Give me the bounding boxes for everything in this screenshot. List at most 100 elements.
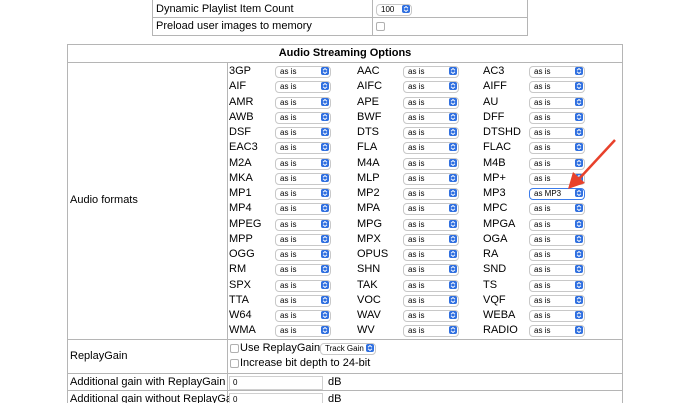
- table-border: [67, 44, 623, 45]
- table-border: [152, 17, 528, 18]
- format-name: MKA: [229, 171, 253, 184]
- select-box[interactable]: as is: [275, 142, 331, 155]
- format-name: EAC3: [229, 141, 258, 154]
- chevron-icon: [450, 235, 456, 242]
- select-box[interactable]: as is: [275, 188, 331, 200]
- select-box[interactable]: as is: [529, 66, 585, 78]
- select-chevron: [449, 326, 457, 335]
- select-box[interactable]: as is: [403, 188, 459, 200]
- select-box[interactable]: as is: [403, 66, 459, 78]
- select-box[interactable]: as is: [403, 127, 459, 139]
- select-box[interactable]: as is: [403, 325, 459, 338]
- select-box[interactable]: as is: [403, 172, 459, 185]
- chevron-icon: [450, 83, 456, 90]
- select-box[interactable]: as is: [403, 142, 459, 155]
- select-box[interactable]: as is: [529, 264, 585, 277]
- chevron-icon: [450, 296, 456, 303]
- chevron-icon: [322, 220, 328, 227]
- select-box[interactable]: as is: [275, 96, 331, 109]
- select-box[interactable]: as is: [275, 172, 331, 185]
- select-chevron: [321, 295, 329, 304]
- select-chevron: [449, 295, 457, 304]
- select-box[interactable]: as is: [275, 249, 331, 261]
- select-box[interactable]: Track Gain: [320, 343, 376, 355]
- select-box[interactable]: as is: [403, 157, 459, 170]
- select-box[interactable]: as is: [403, 249, 459, 261]
- select-box[interactable]: as is: [403, 96, 459, 109]
- select-box[interactable]: as is: [275, 157, 331, 170]
- setting-label: Preload user images to memory: [156, 20, 312, 32]
- select-box[interactable]: as is: [529, 279, 585, 292]
- select-box[interactable]: as is: [529, 142, 585, 155]
- chevron-icon: [576, 144, 582, 151]
- checkbox[interactable]: [230, 344, 239, 353]
- select-box[interactable]: as is: [403, 310, 459, 322]
- format-name: TAK: [357, 278, 378, 291]
- select-box[interactable]: as is: [275, 264, 331, 277]
- format-name: MP3: [483, 187, 506, 199]
- format-name: DTSHD: [483, 126, 521, 138]
- text-input[interactable]: 0: [229, 376, 323, 390]
- select-box[interactable]: as is: [403, 111, 459, 124]
- chevron-icon: [322, 205, 328, 212]
- select-box[interactable]: as MP3: [529, 188, 585, 200]
- select-box[interactable]: as is: [529, 96, 585, 109]
- select-box[interactable]: as is: [529, 111, 585, 124]
- table-border: [67, 390, 623, 391]
- select-box[interactable]: as is: [403, 264, 459, 277]
- select-chevron: [449, 158, 457, 167]
- checkbox[interactable]: [376, 22, 385, 31]
- format-name: DFF: [483, 110, 505, 123]
- select-box[interactable]: as is: [403, 81, 459, 94]
- select-box[interactable]: as is: [275, 111, 331, 124]
- chevron-icon: [322, 113, 328, 120]
- select-chevron: [575, 158, 583, 167]
- format-name: MPEG: [229, 217, 262, 230]
- select-box[interactable]: as is: [403, 279, 459, 292]
- select-box[interactable]: as is: [529, 310, 585, 322]
- format-name: VQF: [483, 293, 506, 306]
- select-box[interactable]: as is: [529, 325, 585, 338]
- select-box[interactable]: as is: [529, 127, 585, 139]
- select-chevron: [449, 82, 457, 91]
- chevron-icon: [450, 311, 456, 319]
- select-box[interactable]: as is: [529, 233, 585, 246]
- select-box[interactable]: as is: [275, 218, 331, 231]
- unit-label: dB: [328, 393, 342, 403]
- chevron-icon: [450, 189, 456, 197]
- text-input[interactable]: 0: [229, 393, 323, 403]
- select-box[interactable]: as is: [275, 294, 331, 307]
- checkbox[interactable]: [230, 359, 239, 368]
- select-box[interactable]: as is: [403, 233, 459, 246]
- select-box[interactable]: as is: [529, 294, 585, 307]
- select-box[interactable]: as is: [529, 157, 585, 170]
- select-box[interactable]: as is: [275, 233, 331, 246]
- chevron-icon: [322, 67, 328, 75]
- select-box[interactable]: as is: [275, 81, 331, 94]
- chevron-icon: [576, 83, 582, 90]
- format-name: AU: [483, 95, 499, 108]
- select-box[interactable]: as is: [403, 203, 459, 216]
- table-border: [67, 62, 623, 63]
- select-box[interactable]: as is: [529, 249, 585, 261]
- chevron-icon: [450, 327, 456, 334]
- select-box[interactable]: as is: [275, 127, 331, 139]
- table-border: [527, 0, 528, 36]
- select-box[interactable]: as is: [275, 325, 331, 338]
- select-box[interactable]: as is: [275, 279, 331, 292]
- chevron-icon: [322, 266, 328, 273]
- select-box[interactable]: 100: [376, 4, 412, 16]
- select-box[interactable]: as is: [275, 66, 331, 78]
- row-label: Additional gain with ReplayGain: [70, 376, 226, 388]
- select-chevron: [449, 204, 457, 213]
- select-box[interactable]: as is: [275, 310, 331, 322]
- select-box[interactable]: as is: [275, 203, 331, 216]
- format-name: WV: [357, 324, 375, 337]
- select-box[interactable]: as is: [403, 218, 459, 231]
- select-box[interactable]: as is: [529, 203, 585, 216]
- select-box[interactable]: as is: [529, 81, 585, 94]
- select-chevron: [575, 234, 583, 243]
- select-box[interactable]: as is: [403, 294, 459, 307]
- select-box[interactable]: as is: [529, 218, 585, 231]
- chevron-icon: [322, 144, 328, 151]
